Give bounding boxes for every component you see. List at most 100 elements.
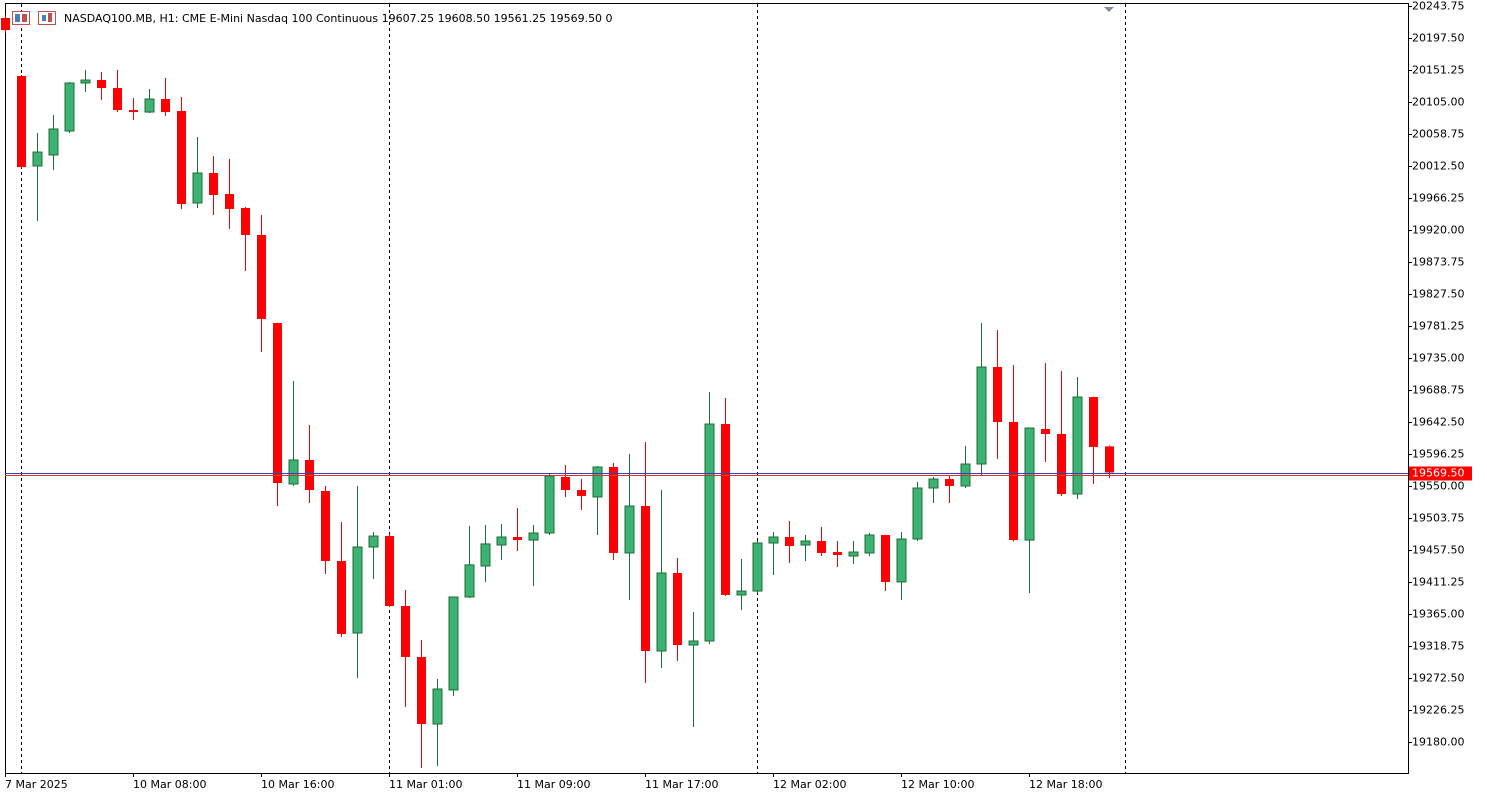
icon-part bbox=[42, 15, 46, 21]
candle-body bbox=[945, 479, 954, 487]
y-tick-label: 19873.75 bbox=[1412, 256, 1465, 269]
candle-body bbox=[800, 540, 811, 546]
x-tick-label: 12 Mar 18:00 bbox=[1029, 778, 1102, 791]
candle-body bbox=[881, 534, 890, 582]
candle-body bbox=[273, 322, 282, 484]
x-tick-label: 11 Mar 17:00 bbox=[645, 778, 718, 791]
x-tick-label: 12 Mar 02:00 bbox=[773, 778, 846, 791]
y-tick-label: 19781.25 bbox=[1412, 320, 1465, 333]
icon-part bbox=[22, 14, 27, 22]
y-tick-label: 19226.25 bbox=[1412, 704, 1465, 717]
candle-body bbox=[225, 194, 234, 209]
candle-body bbox=[688, 640, 699, 646]
candle-body bbox=[480, 543, 491, 567]
candle-body bbox=[833, 552, 842, 555]
candle-body bbox=[1105, 446, 1114, 473]
icon bbox=[38, 11, 56, 25]
shift-marker bbox=[1104, 7, 1114, 12]
candle-body bbox=[337, 561, 346, 635]
y-tick-label: 19180.00 bbox=[1412, 736, 1465, 749]
candle-body bbox=[976, 366, 987, 465]
x-tick-label: 10 Mar 08:00 bbox=[133, 778, 206, 791]
candle-body bbox=[912, 487, 923, 540]
candle-body bbox=[257, 234, 266, 319]
candle-body bbox=[48, 128, 59, 156]
candle-body bbox=[448, 596, 459, 691]
candle-body bbox=[496, 536, 507, 546]
candle-body bbox=[513, 536, 522, 541]
x-tick-label: 11 Mar 09:00 bbox=[517, 778, 590, 791]
candle-body bbox=[928, 478, 939, 489]
y-tick-label: 20058.75 bbox=[1412, 128, 1465, 141]
y-tick-label: 19827.50 bbox=[1412, 288, 1465, 301]
candle-body bbox=[544, 475, 555, 534]
candle-body bbox=[993, 367, 1002, 423]
candle-body bbox=[624, 505, 635, 554]
y-tick-label: 19688.75 bbox=[1412, 384, 1465, 397]
candle-body bbox=[432, 688, 443, 725]
chart-header: NASDAQ100.MB, H1: CME E-Mini Nasdaq 100 … bbox=[64, 12, 613, 25]
candle-body bbox=[528, 532, 539, 541]
candle-body bbox=[656, 572, 667, 652]
plot-frame bbox=[5, 3, 1409, 774]
candle-body bbox=[417, 656, 426, 725]
candle-body bbox=[192, 172, 203, 204]
candle-body bbox=[1, 18, 10, 31]
candle-body bbox=[209, 172, 218, 195]
candle-body bbox=[641, 506, 650, 652]
candle-body bbox=[1072, 396, 1083, 495]
toolbar-icons bbox=[12, 11, 56, 25]
candle-body bbox=[1024, 427, 1035, 541]
last-price-box bbox=[1409, 466, 1472, 481]
candle-body bbox=[817, 541, 826, 553]
candle-body bbox=[1041, 428, 1050, 434]
candle-body bbox=[321, 490, 330, 562]
y-tick-label: 19411.25 bbox=[1412, 576, 1465, 589]
candle-body bbox=[352, 546, 363, 634]
y-tick-label: 19596.25 bbox=[1412, 448, 1465, 461]
candle-body bbox=[32, 151, 43, 167]
candle-body bbox=[736, 590, 747, 596]
candle-body bbox=[1089, 397, 1098, 447]
y-tick-label: 20012.50 bbox=[1412, 160, 1465, 173]
candle-body bbox=[64, 82, 75, 132]
y-tick-label: 20197.50 bbox=[1412, 32, 1465, 45]
candle-body bbox=[673, 572, 682, 646]
candle-body bbox=[752, 542, 763, 592]
y-tick-label: 19318.75 bbox=[1412, 640, 1465, 653]
candle-body bbox=[97, 80, 106, 89]
candle-body bbox=[561, 477, 570, 491]
candle-body bbox=[241, 208, 250, 235]
y-tick-label: 19457.50 bbox=[1412, 544, 1465, 557]
icon-part bbox=[48, 13, 52, 22]
candle-body bbox=[577, 490, 586, 496]
y-tick-label: 20151.25 bbox=[1412, 64, 1465, 77]
y-tick-label: 19272.50 bbox=[1412, 672, 1465, 685]
y-tick-label: 19365.00 bbox=[1412, 608, 1465, 621]
x-tick-label: 10 Mar 16:00 bbox=[261, 778, 334, 791]
candle-body bbox=[401, 605, 410, 657]
candle-body bbox=[1057, 433, 1066, 495]
icon-part bbox=[15, 14, 20, 22]
candle-body bbox=[896, 538, 907, 583]
candle-body bbox=[17, 75, 26, 168]
candle-body bbox=[704, 423, 715, 642]
y-tick-label: 19503.75 bbox=[1412, 512, 1465, 525]
candle-body bbox=[80, 79, 91, 84]
y-tick-label: 19735.00 bbox=[1412, 352, 1465, 365]
candle-body bbox=[1009, 422, 1018, 541]
candle-body bbox=[592, 466, 603, 498]
candle-body bbox=[113, 88, 122, 111]
candle-body bbox=[368, 535, 379, 548]
candle-body bbox=[385, 536, 394, 606]
y-tick-label: 20105.00 bbox=[1412, 96, 1465, 109]
y-tick-label: 19966.25 bbox=[1412, 192, 1465, 205]
candle-body bbox=[288, 459, 299, 485]
candle-body bbox=[177, 111, 186, 204]
candle-body bbox=[785, 536, 794, 546]
candle-body bbox=[144, 98, 155, 113]
candle-body bbox=[464, 564, 475, 598]
candle-body bbox=[129, 110, 138, 113]
candle-body bbox=[864, 534, 875, 554]
